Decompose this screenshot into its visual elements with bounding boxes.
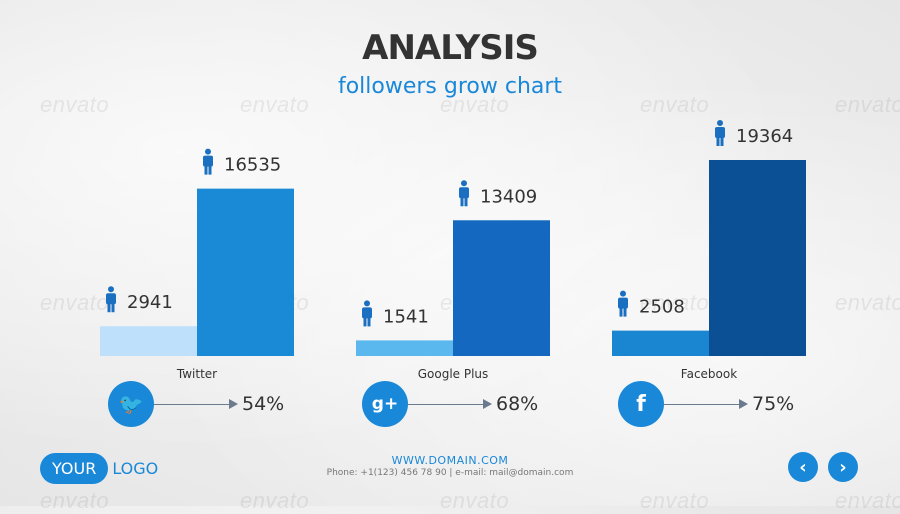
- growth-arrow: [408, 404, 483, 405]
- category-label: Twitter: [176, 367, 217, 381]
- facebook-badge: f: [618, 381, 664, 427]
- person-icon: [618, 291, 628, 317]
- watermark: envato: [440, 488, 509, 514]
- watermark: envato: [40, 488, 109, 514]
- arrow-head-icon: [483, 399, 492, 409]
- facebook-icon: f: [636, 392, 646, 417]
- watermark: envato: [640, 488, 709, 514]
- person-icon: [203, 149, 213, 175]
- prev-button[interactable]: ‹: [788, 452, 818, 482]
- chevron-right-icon: ›: [839, 457, 846, 478]
- watermark: envato: [240, 488, 309, 514]
- twitter-bird-icon: 🐦: [119, 392, 144, 416]
- google-plus-badge: g+: [362, 381, 408, 427]
- data-label: 2508: [639, 297, 685, 318]
- growth-percent-twitter: 54%: [242, 393, 284, 415]
- arrow-head-icon: [739, 399, 748, 409]
- chevron-left-icon: ‹: [799, 457, 806, 478]
- data-label: 2941: [127, 292, 173, 313]
- data-label: 19364: [736, 126, 793, 147]
- bar-facebook-after: [709, 160, 806, 356]
- data-label: 1541: [383, 306, 429, 327]
- person-icon: [106, 286, 116, 312]
- bar-twitter-before: [100, 326, 197, 356]
- growth-arrow: [154, 404, 229, 405]
- person-icon: [459, 180, 469, 206]
- google-plus-icon: g+: [372, 394, 398, 414]
- next-button[interactable]: ›: [828, 452, 858, 482]
- growth-percent-google-plus: 68%: [496, 393, 538, 415]
- growth-arrow: [664, 404, 739, 405]
- person-icon: [715, 120, 725, 146]
- data-label: 13409: [480, 186, 537, 207]
- arrow-head-icon: [229, 399, 238, 409]
- growth-percent-facebook: 75%: [752, 393, 794, 415]
- bar-google-plus-before: [356, 340, 453, 356]
- category-label: Google Plus: [418, 367, 489, 381]
- category-label: Facebook: [681, 367, 737, 381]
- bar-twitter-after: [197, 189, 294, 356]
- person-icon: [362, 300, 372, 326]
- twitter-badge: 🐦: [108, 381, 154, 427]
- bar-google-plus-after: [453, 220, 550, 356]
- bar-facebook-before: [612, 331, 709, 356]
- watermark: envato: [835, 488, 900, 514]
- followers-bar-chart: 2941 16535 Twitter 1541 13409 Google Plus 2508…: [0, 0, 900, 400]
- footer-contact: Phone: +1(123) 456 78 90 | e-mail: mail@…: [0, 468, 900, 478]
- data-label: 16535: [224, 155, 281, 176]
- footer-domain[interactable]: WWW.DOMAIN.COM: [0, 454, 900, 467]
